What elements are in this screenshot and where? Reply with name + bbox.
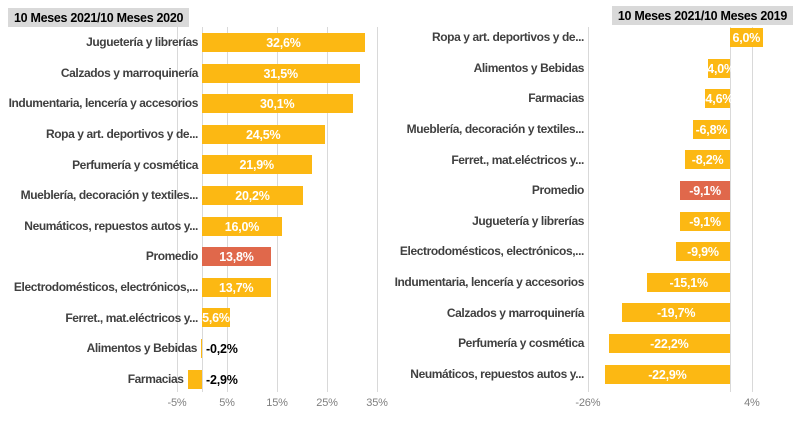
value-label: 6,0% bbox=[732, 31, 761, 45]
bar bbox=[622, 303, 730, 323]
value-label: -22,2% bbox=[650, 337, 689, 351]
bar bbox=[685, 150, 730, 170]
axis-tick-label: 5% bbox=[219, 397, 235, 409]
bar bbox=[187, 369, 202, 389]
value-label: -8,2% bbox=[691, 153, 724, 168]
bar bbox=[708, 58, 730, 78]
axis-tick-label: 25% bbox=[316, 397, 338, 409]
gridline bbox=[227, 27, 228, 392]
value-label: 30,1% bbox=[260, 97, 295, 112]
axis-tick-label: 15% bbox=[266, 397, 288, 409]
category-label: Promedio bbox=[531, 183, 585, 198]
bar bbox=[604, 364, 730, 384]
bar-highlight bbox=[202, 247, 271, 267]
axis-tick-label: 35% bbox=[366, 397, 388, 409]
value-label: -9,1% bbox=[689, 184, 721, 198]
category-label: Indumentaria, lencería y accesorios bbox=[8, 96, 199, 111]
value-label: -4,6% bbox=[701, 92, 734, 107]
value-label: -15,1% bbox=[669, 275, 709, 290]
bar bbox=[202, 94, 353, 114]
category-label: Calzados y marroquinería bbox=[60, 65, 199, 80]
bar bbox=[202, 63, 360, 83]
value-label: -0,2% bbox=[206, 342, 238, 356]
bar bbox=[675, 242, 730, 262]
category-label: Juguetería y librerías bbox=[86, 35, 198, 50]
gridline bbox=[751, 27, 753, 392]
category-label: Farmacias bbox=[127, 371, 184, 386]
category-label: Promedio bbox=[145, 249, 199, 264]
bar bbox=[202, 124, 325, 144]
value-label: 31,5% bbox=[263, 66, 299, 81]
bar bbox=[202, 277, 271, 297]
category-label: Alimentos y Bebidas bbox=[473, 60, 585, 75]
axis-zero-line bbox=[730, 27, 731, 392]
axis-tick-label: -26% bbox=[575, 397, 601, 409]
category-label: Ferret., mat.eléctricos y... bbox=[451, 152, 584, 167]
gridline bbox=[377, 27, 378, 392]
bar bbox=[202, 308, 230, 328]
bar bbox=[202, 216, 282, 236]
category-label: Ropa y art. deportivos y de... bbox=[431, 30, 584, 45]
gridline bbox=[327, 27, 328, 392]
chart-title: 10 Meses 2021/10 Meses 2019 bbox=[611, 6, 793, 25]
bar bbox=[202, 155, 312, 175]
bar bbox=[608, 334, 730, 353]
value-label: 13,8% bbox=[219, 250, 254, 265]
category-label: Juguetería y librerías bbox=[472, 213, 584, 228]
value-label: 16,0% bbox=[224, 219, 260, 234]
chart-title: 10 Meses 2021/10 Meses 2020 bbox=[8, 8, 190, 27]
category-label: Calzados y marroquinería bbox=[446, 305, 585, 320]
axis-tick-label: 4% bbox=[744, 397, 760, 409]
bar bbox=[704, 89, 730, 109]
value-label: 20,2% bbox=[235, 189, 270, 203]
category-label: Neumáticos, repuestos autos y... bbox=[24, 218, 198, 233]
bar bbox=[202, 186, 303, 205]
value-label: 5,6% bbox=[202, 311, 230, 326]
category-label: Farmacias bbox=[528, 91, 584, 106]
category-label: Mueblería, decoración y textiles... bbox=[406, 122, 585, 136]
category-label: Alimentos y Bebidas bbox=[86, 341, 198, 356]
category-label: Electrodomésticos, electrónicos,... bbox=[399, 244, 584, 259]
bar bbox=[680, 211, 730, 231]
value-label: -9,1% bbox=[689, 214, 721, 229]
gridline bbox=[587, 27, 589, 392]
value-label: -22,9% bbox=[648, 367, 687, 382]
category-label: Neumáticos, repuestos autos y... bbox=[410, 366, 584, 381]
value-label: 24,5% bbox=[246, 127, 281, 142]
gridline bbox=[277, 27, 278, 392]
value-label: 32,6% bbox=[266, 36, 301, 50]
axis-tick-label: -5% bbox=[167, 397, 187, 409]
value-label: -9,9% bbox=[687, 245, 719, 260]
bar bbox=[730, 28, 763, 47]
category-label: Indumentaria, lencería y accesorios bbox=[394, 275, 585, 289]
value-label: 13,7% bbox=[219, 280, 254, 295]
category-label: Perfumería y cosmética bbox=[458, 336, 584, 351]
bar bbox=[692, 119, 730, 139]
value-label: -6,8% bbox=[695, 122, 728, 137]
category-label: Ropa y art. deportivos y de... bbox=[45, 127, 198, 141]
category-label: Mueblería, decoración y textiles... bbox=[20, 188, 199, 203]
category-label: Electrodomésticos, electrónicos,... bbox=[13, 280, 198, 294]
bar-highlight bbox=[680, 181, 730, 200]
bar bbox=[201, 339, 202, 358]
value-label: 21,9% bbox=[239, 158, 275, 173]
value-label: -2,9% bbox=[206, 372, 238, 387]
bar bbox=[647, 272, 730, 292]
axis-zero-line bbox=[202, 27, 203, 392]
category-label: Perfumería y cosmética bbox=[72, 157, 198, 172]
bar bbox=[202, 33, 365, 52]
value-label: -19,7% bbox=[656, 306, 696, 321]
gridline bbox=[177, 27, 178, 392]
value-label: -4,0% bbox=[703, 61, 735, 76]
category-label: Ferret., mat.eléctricos y... bbox=[65, 310, 198, 325]
